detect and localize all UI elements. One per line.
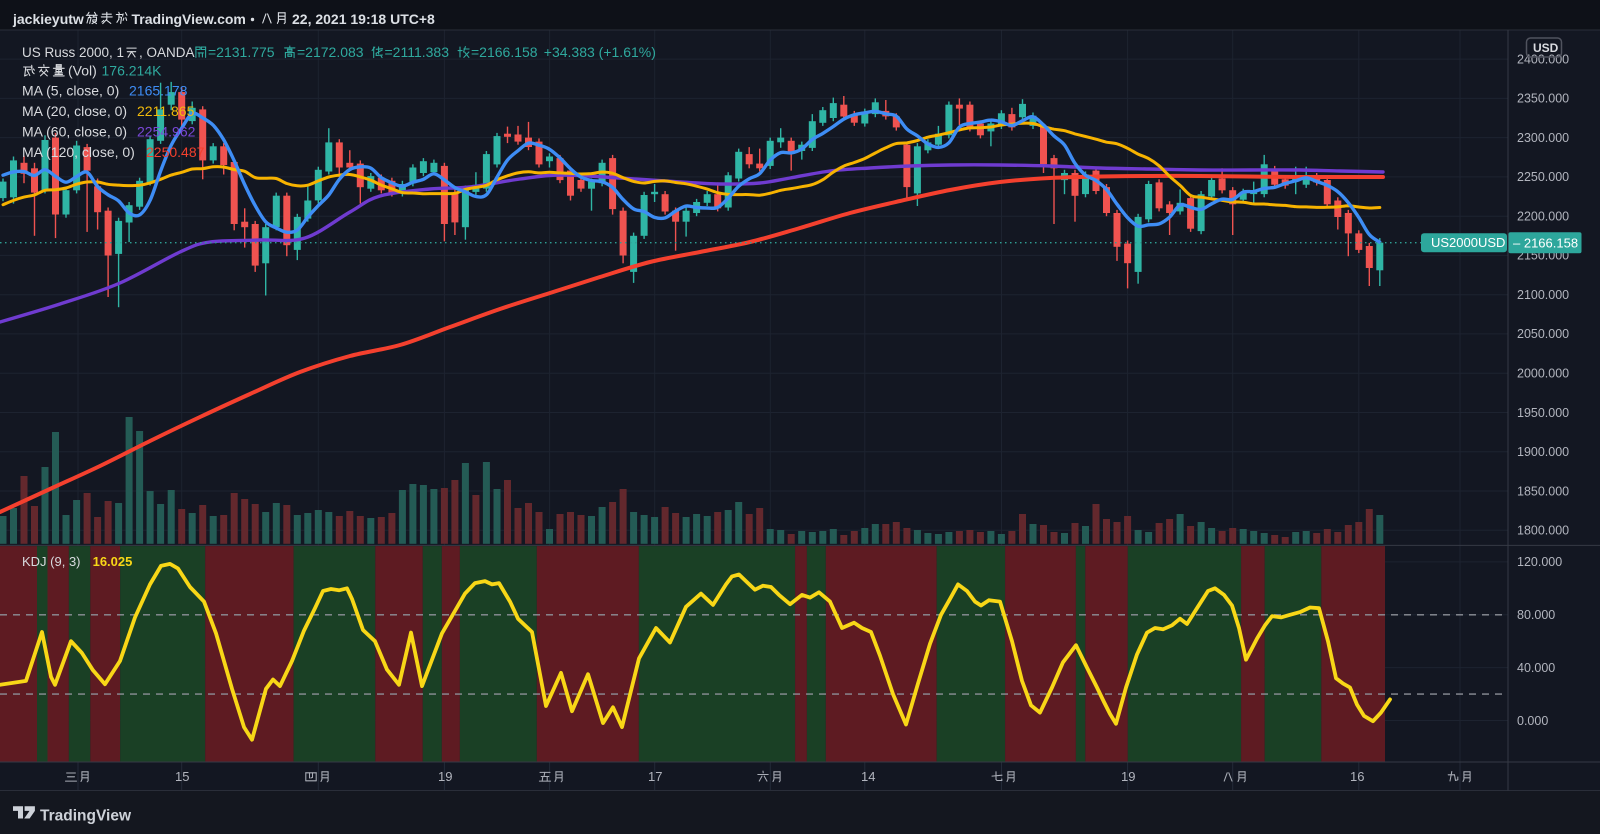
svg-text:TradingView.com: TradingView.com [132, 11, 246, 27]
svg-text:2211.865: 2211.865 [137, 103, 195, 119]
svg-text:, OANDA: , OANDA [139, 45, 195, 60]
svg-text:KDJ (9, 3): KDJ (9, 3) [22, 554, 81, 569]
svg-text:19: 19 [438, 769, 452, 784]
svg-text:1850.000: 1850.000 [1517, 484, 1569, 498]
svg-text:2000.000: 2000.000 [1517, 367, 1569, 381]
svg-text:19: 19 [1121, 769, 1135, 784]
svg-text:2350.000: 2350.000 [1517, 92, 1569, 106]
svg-text:16.025: 16.025 [93, 554, 133, 569]
svg-text:(Vol): (Vol) [68, 63, 97, 79]
svg-text:2250.487: 2250.487 [146, 144, 205, 160]
svg-text:2400.000: 2400.000 [1517, 52, 1569, 66]
svg-text:1800.000: 1800.000 [1517, 524, 1569, 538]
svg-text:2050.000: 2050.000 [1517, 327, 1569, 341]
svg-text:MA (20, close, 0): MA (20, close, 0) [22, 103, 127, 119]
svg-text:US Russ 2000, 1: US Russ 2000, 1 [22, 45, 124, 60]
svg-text:USD: USD [1533, 41, 1559, 55]
svg-text:=2166.158: =2166.158 [471, 44, 538, 60]
svg-text:2250.000: 2250.000 [1517, 170, 1569, 184]
svg-text:2254.962: 2254.962 [137, 124, 196, 140]
svg-text:+34.383 (+1.61%): +34.383 (+1.61%) [544, 44, 656, 60]
svg-text:120.000: 120.000 [1517, 555, 1562, 569]
svg-text:jackieyutw: jackieyutw [12, 11, 84, 27]
svg-text:=2131.775: =2131.775 [208, 44, 275, 60]
svg-text:40.000: 40.000 [1517, 661, 1555, 675]
svg-text:2300.000: 2300.000 [1517, 131, 1569, 145]
svg-text:– 2166.158: – 2166.158 [1513, 235, 1578, 250]
svg-text:MA (60, close, 0): MA (60, close, 0) [22, 124, 127, 140]
svg-text:22, 2021 19:18 UTC+8: 22, 2021 19:18 UTC+8 [292, 11, 435, 27]
svg-text:MA (120, close, 0): MA (120, close, 0) [22, 144, 135, 160]
svg-text:15: 15 [175, 769, 189, 784]
svg-text:176.214K: 176.214K [102, 63, 163, 79]
svg-text:2100.000: 2100.000 [1517, 288, 1569, 302]
svg-text:2165.178: 2165.178 [129, 83, 188, 99]
svg-text:1900.000: 1900.000 [1517, 445, 1569, 459]
svg-text:14: 14 [861, 769, 875, 784]
svg-text:80.000: 80.000 [1517, 608, 1555, 622]
svg-text:=2172.083: =2172.083 [297, 44, 364, 60]
svg-text:2200.000: 2200.000 [1517, 210, 1569, 224]
svg-text:=2111.383: =2111.383 [385, 44, 450, 60]
svg-text:1950.000: 1950.000 [1517, 406, 1569, 420]
svg-text:TradingView: TradingView [40, 808, 132, 825]
svg-text:US2000USD: US2000USD [1431, 235, 1505, 250]
svg-text:MA (5, close, 0): MA (5, close, 0) [22, 83, 119, 99]
svg-text:0.000: 0.000 [1517, 714, 1548, 728]
svg-text:16: 16 [1350, 769, 1364, 784]
svg-text:17: 17 [648, 769, 662, 784]
